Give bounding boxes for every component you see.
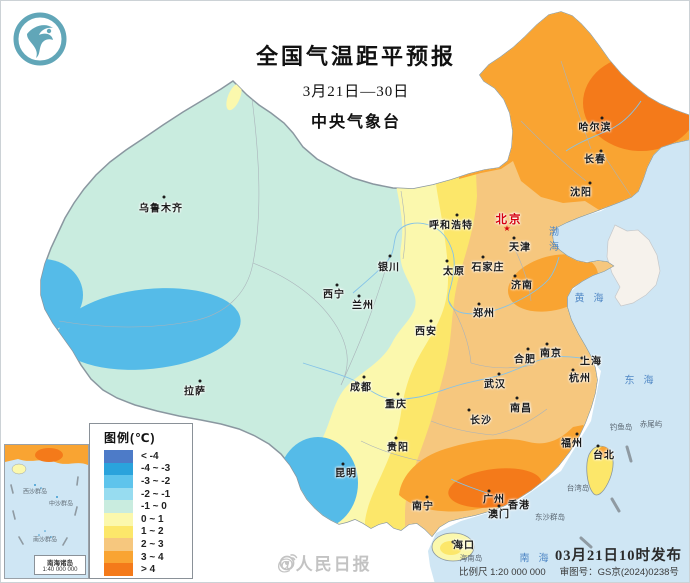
zone-cold-yunnan xyxy=(278,437,358,529)
legend-row: -3 ~ -2 xyxy=(104,475,192,488)
map-footnote: 比例尺 1:20 000 000 审图号：GS京(2024)0238号 xyxy=(459,564,689,578)
legend-row: < -4 xyxy=(104,450,192,463)
legend-swatch xyxy=(104,550,133,564)
zone-3-4-south xyxy=(399,425,588,512)
legend-row: 1 ~ 2 xyxy=(104,525,192,539)
legend-row: 3 ~ 4 xyxy=(104,550,192,564)
page-title: 全国气温距平预报 xyxy=(255,44,457,69)
legend-range-label: > 4 xyxy=(141,564,156,576)
inset-island-label: 中沙群岛 xyxy=(48,501,74,508)
legend-swatch xyxy=(104,512,133,526)
watermark-text: @人民日报 xyxy=(277,555,372,574)
map-header: 全国气温距平预报 3月21日—30日 中央气象台 xyxy=(256,39,456,132)
rivers xyxy=(302,100,642,494)
map-scale: 比例尺 1:20 000 000 xyxy=(459,567,546,578)
legend-swatch xyxy=(104,500,133,513)
legend-range-label: 3 ~ 4 xyxy=(141,551,164,563)
legend-row: > 4 xyxy=(104,563,192,576)
zone-cold-tibet xyxy=(57,288,241,370)
map-approval-number: 审图号：GS京(2024)0238号 xyxy=(559,567,679,578)
legend-swatch xyxy=(104,462,133,476)
legend-swatch xyxy=(104,475,133,488)
legend-swatch xyxy=(104,525,133,539)
forecast-date-range: 3月21日—30日 xyxy=(302,84,410,100)
zone-altai xyxy=(226,83,242,111)
legend-row: -1 ~ 0 xyxy=(104,500,192,513)
inset-island-label: 西沙群岛 xyxy=(22,489,48,496)
weibo-icon xyxy=(279,554,298,571)
issuing-agency: 中央气象台 xyxy=(310,114,402,131)
inset-island-label: 南沙群岛 xyxy=(32,537,58,544)
legend-swatch xyxy=(104,487,133,501)
inset-scale: 1:40 000 000 xyxy=(42,567,78,573)
legend-range-label: 1 ~ 2 xyxy=(141,526,164,538)
nine-dash-line xyxy=(579,445,633,549)
meteorological-agency-logo xyxy=(13,12,67,66)
legend-range-label: < -4 xyxy=(141,450,159,462)
legend-row: -4 ~ -3 xyxy=(104,462,192,476)
taiwan-island xyxy=(586,445,614,496)
legend-range-label: 2 ~ 3 xyxy=(141,538,164,550)
inset-title-box: 南海诸岛 1:40 000 000 xyxy=(34,555,86,575)
hainan-island xyxy=(431,532,475,562)
legend-swatch xyxy=(104,563,133,576)
legend-range-label: 0 ~ 1 xyxy=(141,513,164,525)
inset-title: 南海诸岛 xyxy=(47,560,73,567)
south-china-sea-inset: 西沙群岛 中沙群岛南沙群岛 南海诸岛 1:40 000 000 xyxy=(4,444,89,579)
province-boundaries xyxy=(58,60,632,462)
legend-range-label: -1 ~ 0 xyxy=(141,501,167,513)
legend-swatch xyxy=(104,538,133,551)
legend-row: 2 ~ 3 xyxy=(104,538,192,551)
release-time: 03月21日10时发布 xyxy=(555,548,682,564)
watermark: @人民日报 xyxy=(277,550,372,575)
zone-gt4-guangdong xyxy=(448,468,542,508)
legend-row: -2 ~ -1 xyxy=(104,487,192,501)
legend-swatch xyxy=(104,450,133,463)
zone-cold-west-xinjiang xyxy=(41,259,83,331)
legend-range-label: -2 ~ -1 xyxy=(141,488,171,500)
legend-title: 图例(℃) xyxy=(104,431,156,445)
legend-range-label: -4 ~ -3 xyxy=(141,463,171,475)
legend-row: 0 ~ 1 xyxy=(104,512,192,526)
legend-range-label: -3 ~ -2 xyxy=(141,475,171,487)
